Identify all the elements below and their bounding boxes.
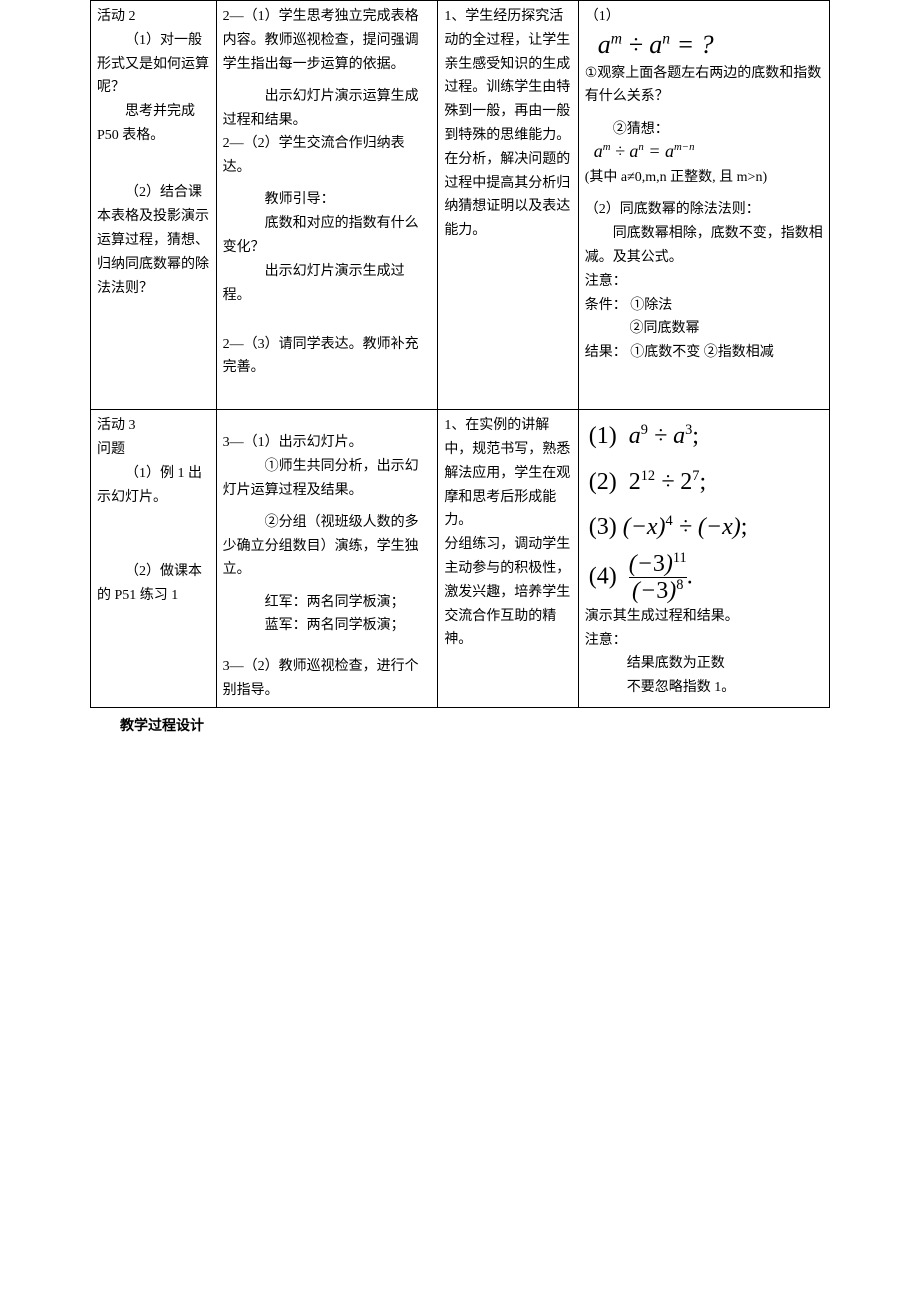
text: 活动 2 bbox=[97, 9, 136, 24]
text: 活动 3 bbox=[97, 418, 136, 433]
text: （2）同底数幂的除法法则： bbox=[585, 202, 760, 217]
text: 1、学生经历探究活动的全过程，让学生亲生感受知识的生成过程。训练学生由特殊到一般… bbox=[444, 9, 570, 238]
cell-activity-2-content: （1） am ÷ an = ? ①观察上面各题左右两边的底数和指数有什么关系？ … bbox=[578, 1, 829, 410]
text: 演示其生成过程和结果。 bbox=[585, 609, 739, 624]
text: ②猜想： bbox=[585, 118, 823, 142]
text: 不要忽略指数 1。 bbox=[585, 676, 823, 700]
cell-activity-3-teacher: 3—（1）出示幻灯片。 ①师生共同分析，出示幻灯片运算过程及结果。 ②分组（视班… bbox=[216, 410, 438, 707]
cell-activity-3-content: (1) a9 ÷ a3; (2) 212 ÷ 27; (3) (−x)4 ÷ (… bbox=[578, 410, 829, 707]
text: 注意： bbox=[585, 633, 627, 648]
table-row: 活动 2 （1）对一般形式又是如何运算呢？ 思考并完成P50 表格。 （2）结合… bbox=[91, 1, 830, 410]
text: （1）对一般形式又是如何运算呢？ bbox=[97, 29, 210, 100]
example-problems: (1) a9 ÷ a3; (2) 212 ÷ 27; (3) (−x)4 ÷ (… bbox=[585, 414, 823, 605]
cell-activity-3-intent: 1、在实例的讲解中，规范书写，熟悉解法应用，学生在观摩和思考后形成能力。 分组练… bbox=[438, 410, 578, 707]
cell-activity-2-teacher: 2—（1）学生思考独立完成表格内容。教师巡视检查，提问强调学生指出每一步运算的依… bbox=[216, 1, 438, 410]
text: 教师引导： bbox=[223, 188, 432, 212]
section-title: 教学过程设计 bbox=[90, 714, 830, 736]
lesson-plan-table: 活动 2 （1）对一般形式又是如何运算呢？ 思考并完成P50 表格。 （2）结合… bbox=[90, 0, 830, 708]
text: （2）做课本的 P51 练习 1 bbox=[97, 560, 210, 608]
text: 同底数幂相除，底数不变，指数相减。及其公式。 bbox=[585, 222, 823, 270]
text: 蓝军：两名同学板演； bbox=[223, 614, 432, 638]
text: ①观察上面各题左右两边的底数和指数有什么关系？ bbox=[585, 66, 822, 105]
text: 2—（3）请同学表达。教师补充完善。 bbox=[223, 337, 419, 376]
text: 问题 bbox=[97, 442, 125, 457]
text: ②同底数幂 bbox=[585, 321, 700, 336]
equation-rule: am ÷ an = am−n bbox=[585, 141, 695, 161]
text: 思考并完成P50 表格。 bbox=[97, 100, 210, 148]
text: 出示幻灯片演示运算生成过程和结果。 bbox=[223, 85, 432, 133]
text: （2）结合课本表格及投影演示运算过程，猜想、归纳同底数幂的除法法则？ bbox=[97, 181, 210, 300]
text: 底数和对应的指数有什么变化？ bbox=[223, 212, 432, 260]
table-row: 活动 3 问题 （1）例 1 出示幻灯片。 （2）做课本的 P51 练习 1 3… bbox=[91, 410, 830, 707]
text: ②分组（视班级人数的多少确立分组数目）演练，学生独立。 bbox=[223, 511, 432, 582]
text: 3—（2）教师巡视检查，进行个别指导。 bbox=[223, 659, 419, 698]
text: （1）例 1 出示幻灯片。 bbox=[97, 462, 210, 510]
text: ①师生共同分析，出示幻灯片运算过程及结果。 bbox=[223, 455, 432, 503]
text: 分组练习，调动学生主动参与的积极性，激发兴趣，培养学生交流合作互助的精神。 bbox=[444, 537, 570, 647]
text: (其中 a≠0,m,n 正整数, 且 m>n) bbox=[585, 170, 767, 185]
text: 结果底数为正数 bbox=[585, 652, 823, 676]
text: 结果： ①底数不变 ②指数相减 bbox=[585, 345, 774, 360]
text: 2—（1）学生思考独立完成表格内容。教师巡视检查，提问强调学生指出每一步运算的依… bbox=[223, 9, 419, 72]
cell-activity-2-problem: 活动 2 （1）对一般形式又是如何运算呢？ 思考并完成P50 表格。 （2）结合… bbox=[91, 1, 217, 410]
text: 红军：两名同学板演； bbox=[223, 591, 432, 615]
cell-activity-3-problem: 活动 3 问题 （1）例 1 出示幻灯片。 （2）做课本的 P51 练习 1 bbox=[91, 410, 217, 707]
text: 1、在实例的讲解中，规范书写，熟悉解法应用，学生在观摩和思考后形成能力。 bbox=[444, 418, 570, 528]
text: 3—（1）出示幻灯片。 bbox=[223, 435, 363, 450]
text: 注意： bbox=[585, 274, 627, 289]
text: 条件： ①除法 bbox=[585, 298, 673, 313]
text: 出示幻灯片演示生成过程。 bbox=[223, 260, 432, 308]
label: （1） bbox=[585, 9, 620, 24]
page: 活动 2 （1）对一般形式又是如何运算呢？ 思考并完成P50 表格。 （2）结合… bbox=[0, 0, 920, 736]
cell-activity-2-intent: 1、学生经历探究活动的全过程，让学生亲生感受知识的生成过程。训练学生由特殊到一般… bbox=[438, 1, 578, 410]
equation-question: am ÷ an = ? bbox=[585, 30, 714, 59]
text: 2—（2）学生交流合作归纳表达。 bbox=[223, 136, 405, 175]
